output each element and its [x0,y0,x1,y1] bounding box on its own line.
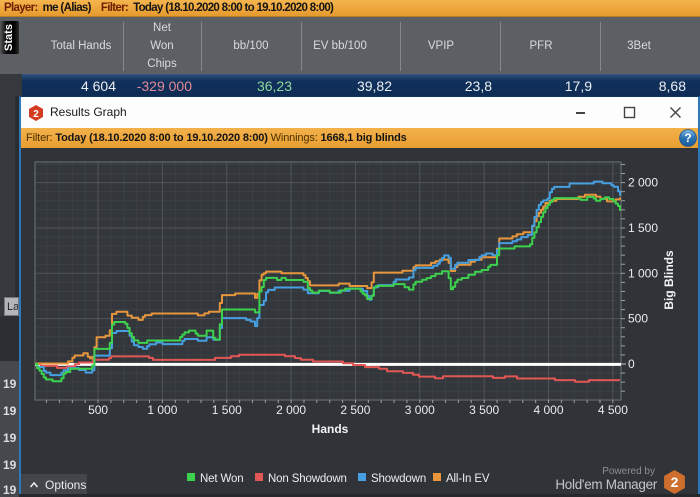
svg-text:500: 500 [88,403,108,417]
svg-text:?: ? [684,131,691,145]
svg-text:2 000: 2 000 [628,176,658,190]
svg-text:2: 2 [671,474,679,490]
svg-text:Net Won: Net Won [200,473,243,485]
svg-text:3 500: 3 500 [469,403,499,417]
svg-text:1 000: 1 000 [628,266,658,280]
svg-text:1 500: 1 500 [212,403,242,417]
svg-text:4 500: 4 500 [598,403,628,417]
svg-text:500: 500 [628,312,648,326]
svg-text:3 000: 3 000 [405,403,435,417]
svg-text:Showdown: Showdown [371,473,426,485]
svg-text:1 000: 1 000 [147,403,177,417]
svg-text:Hands: Hands [312,422,349,436]
svg-text:Big Blinds: Big Blinds [662,250,676,310]
svg-text:Hold'em Manager: Hold'em Manager [555,477,657,492]
svg-text:2 000: 2 000 [276,403,306,417]
svg-text:1 500: 1 500 [628,221,658,235]
svg-text:Non Showdown: Non Showdown [268,473,347,485]
svg-text:All-In EV: All-In EV [446,473,490,485]
svg-text:4 000: 4 000 [533,403,563,417]
svg-text:Powered by: Powered by [602,466,655,477]
svg-text:0: 0 [628,357,635,371]
svg-text:2 500: 2 500 [340,403,370,417]
svg-text:2: 2 [33,109,39,120]
